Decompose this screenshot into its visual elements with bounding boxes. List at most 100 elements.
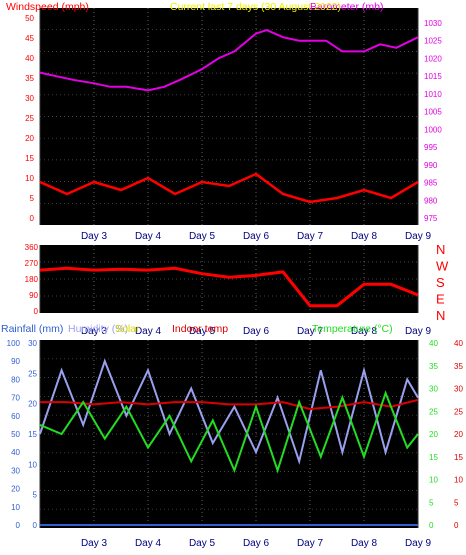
- day-tick-label: Day 7: [297, 538, 324, 549]
- day-tick-label: Day 5: [189, 326, 216, 337]
- day-tick-label: Day 5: [189, 231, 216, 242]
- axis-tick-label: 990: [424, 161, 438, 170]
- axis-tick-label: 15: [25, 154, 34, 163]
- chart-title: Current last 7 days (30 August 2022): [170, 1, 341, 13]
- day-tick-label: Day 5: [189, 538, 216, 549]
- day-tick-label: Day 9: [405, 326, 432, 337]
- axis-tick-label: 15: [429, 453, 438, 462]
- day-tick-label: Day 3: [81, 326, 108, 337]
- axis-tick-label: 80: [11, 375, 20, 384]
- axis-tick-label: 0: [33, 521, 38, 530]
- temperature-axis-label: Temperature (°C): [312, 323, 393, 335]
- panel2-series: [39, 266, 419, 308]
- axis-tick-label: 35: [25, 74, 34, 83]
- axis-tick-label: 15: [454, 453, 463, 462]
- axis-tick-label: 30: [25, 94, 34, 103]
- indoor-temp-ticks: 0 5 10 15 20 25 30 35 40: [454, 339, 463, 530]
- wind-direction-line: [39, 266, 419, 308]
- indoor-temp-axis-label: Indoor temp: [172, 323, 228, 335]
- axis-tick-label: 975: [424, 214, 438, 223]
- axis-tick-label: 0: [34, 307, 39, 316]
- panel2-bg: [40, 245, 418, 313]
- axis-tick-label: 20: [28, 400, 37, 409]
- day-tick-label: Day 9: [405, 538, 432, 549]
- panel1-grid: [39, 8, 419, 225]
- axis-tick-label: 100: [7, 339, 21, 348]
- axis-tick-label: 25: [25, 114, 34, 123]
- axis-tick-label: 20: [454, 430, 463, 439]
- axis-tick-label: 70: [11, 394, 20, 403]
- axis-tick-label: 995: [424, 143, 438, 152]
- compass-label: N: [436, 242, 445, 257]
- axis-tick-label: 5: [454, 498, 459, 507]
- axis-tick-label: 10: [25, 174, 34, 183]
- day-tick-label: Day 7: [297, 231, 324, 242]
- axis-tick-label: 360: [25, 243, 39, 252]
- axis-tick-label: 0: [30, 214, 35, 223]
- compass-label: E: [436, 292, 445, 307]
- axis-tick-label: 20: [11, 485, 20, 494]
- axis-tick-label: 10: [454, 476, 463, 485]
- axis-tick-label: 20: [429, 430, 438, 439]
- windspeed-line: [39, 172, 419, 204]
- compass-label: W: [436, 259, 449, 274]
- day-tick-label: Day 8: [351, 231, 378, 242]
- axis-tick-label: 5: [33, 491, 38, 500]
- day-tick-label: Day 6: [243, 231, 270, 242]
- axis-tick-label: 90: [29, 291, 38, 300]
- axis-tick-label: 35: [429, 362, 438, 371]
- panel2-day-ticks: Day 3 Day 4 Day 5 Day 6 Day 7 Day 8 Day 9: [81, 326, 432, 337]
- day-tick-label: Day 3: [81, 231, 108, 242]
- axis-tick-label: 60: [11, 412, 20, 421]
- humidity-line: [39, 358, 419, 465]
- day-tick-label: Day 4: [135, 326, 162, 337]
- axis-tick-label: 40: [429, 339, 438, 348]
- axis-tick-label: 50: [25, 14, 34, 23]
- panel1-bg: [40, 8, 418, 225]
- axis-tick-label: 40: [25, 54, 34, 63]
- rainfall-ticks: 0 5 10 15 20 25 30: [28, 339, 37, 530]
- day-tick-label: Day 7: [297, 326, 324, 337]
- axis-tick-label: 1005: [424, 108, 442, 117]
- axis-tick-label: 30: [454, 385, 463, 394]
- solar-axis-label: Solar: [115, 323, 140, 335]
- panel2-grid: [39, 245, 419, 313]
- axis-tick-label: 50: [11, 430, 20, 439]
- panel3-day-ticks: Day 3 Day 4 Day 5 Day 6 Day 7 Day 8 Day 9: [81, 538, 432, 549]
- wind-barometer-panel: Windspeed (mph) Barometer (mb) Current l…: [6, 1, 442, 242]
- axis-tick-label: 980: [424, 196, 438, 205]
- axis-tick-label: 0: [16, 521, 21, 530]
- axis-tick-label: 25: [28, 369, 37, 378]
- axis-tick-label: 1000: [424, 125, 442, 134]
- temperature-humidity-panel: Rainfall (mm) Humidity (%) Solar Indoor …: [1, 323, 463, 549]
- panel1-series: [39, 29, 419, 204]
- axis-tick-label: 10: [429, 476, 438, 485]
- barometer-ticks: 975 980 985 990 995 1000 1005 1010 1015 1020 1025 1…: [424, 19, 442, 223]
- temperature-line: [39, 390, 419, 474]
- axis-tick-label: 30: [429, 385, 438, 394]
- day-tick-label: Day 9: [405, 231, 432, 242]
- axis-tick-label: 40: [454, 339, 463, 348]
- barometer-axis-label: Barometer (mb): [310, 1, 384, 13]
- day-tick-label: Day 4: [135, 231, 162, 242]
- day-tick-label: Day 3: [81, 538, 108, 549]
- humidity-ticks: 0 10 20 30 40 50 60 70 80 90 100: [7, 339, 21, 530]
- axis-tick-label: 180: [25, 275, 39, 284]
- axis-tick-label: 985: [424, 179, 438, 188]
- axis-tick-label: 1030: [424, 19, 442, 28]
- day-tick-label: Day 8: [351, 538, 378, 549]
- windspeed-axis-label: Windspeed (mph): [6, 1, 89, 13]
- temperature-ticks: 0 5 10 15 20 25 30 35 40: [429, 339, 438, 530]
- axis-tick-label: 30: [11, 466, 20, 475]
- day-tick-label: Day 6: [243, 326, 270, 337]
- compass-label: N: [436, 308, 445, 323]
- axis-tick-label: 1025: [424, 37, 442, 46]
- panel1-day-ticks: Day 3 Day 4 Day 5 Day 6 Day 7 Day 8 Day 9: [81, 231, 432, 242]
- axis-tick-label: 35: [454, 362, 463, 371]
- axis-tick-label: 0: [429, 521, 434, 530]
- humidity-axis-label: Humidity (%): [68, 323, 128, 335]
- axis-tick-label: 25: [454, 407, 463, 416]
